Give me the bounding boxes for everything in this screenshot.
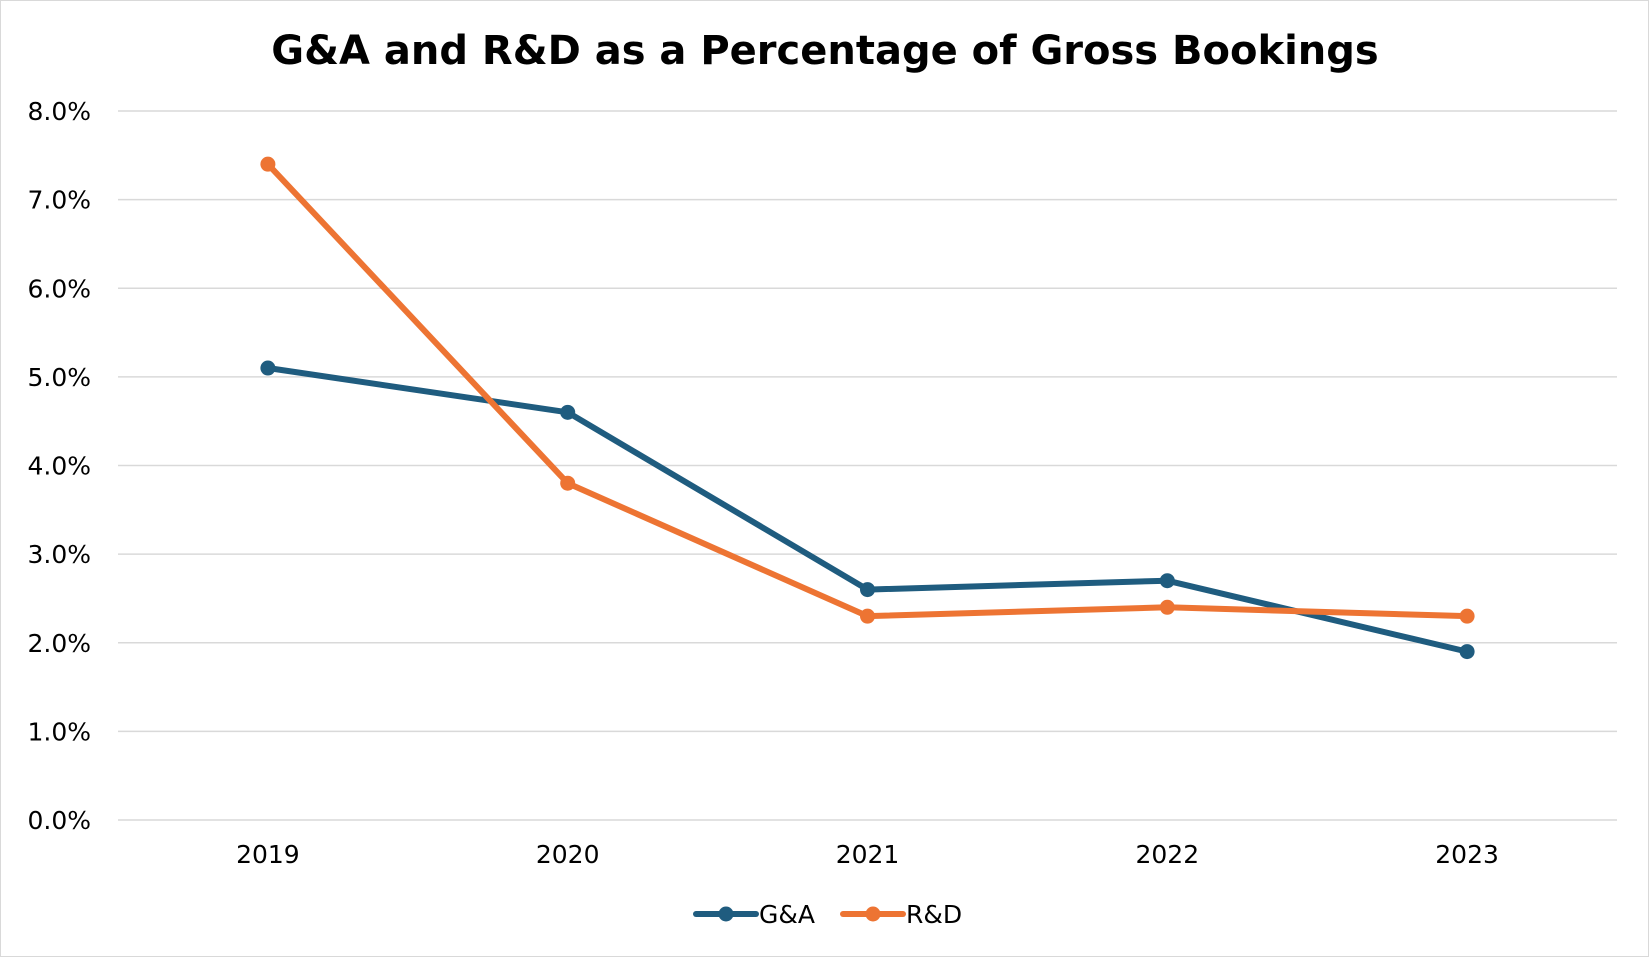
x-tick-label: 2022 — [1135, 840, 1199, 869]
data-point-r-d — [260, 156, 276, 172]
y-tick-label: 5.0% — [27, 363, 91, 392]
x-tick-label: 2020 — [536, 840, 600, 869]
series-r-d — [260, 156, 1475, 624]
data-point-g-a — [860, 582, 875, 598]
legend-item-g-a: G&A — [693, 900, 815, 929]
y-tick-label: 1.0% — [27, 717, 91, 746]
gridlines — [118, 110, 1617, 821]
legend: G&A R&D — [693, 900, 962, 929]
data-point-r-d — [1159, 599, 1175, 615]
chart-title: G&A and R&D as a Percentage of Gross Boo… — [271, 28, 1378, 74]
legend-label: R&D — [906, 900, 962, 929]
legend-item-r-d: R&D — [840, 900, 962, 929]
y-axis-ticks: 0.0% 1.0% 2.0% 3.0% 4.0% 5.0% 6.0% 7.0% 8.0% — [27, 97, 91, 835]
y-tick-label: 0.0% — [27, 806, 91, 835]
y-tick-label: 6.0% — [27, 274, 91, 303]
legend-label: G&A — [759, 900, 815, 929]
data-point-g-a — [260, 360, 276, 376]
legend-marker — [865, 906, 881, 922]
y-tick-label: 8.0% — [27, 97, 91, 126]
x-tick-label: 2019 — [236, 840, 300, 869]
series-line-r-d — [264, 161, 1471, 620]
series-g-a — [260, 360, 1475, 660]
data-point-r-d — [860, 608, 875, 624]
data-point-r-d — [560, 475, 576, 491]
y-tick-label: 3.0% — [27, 540, 91, 569]
x-tick-label: 2021 — [836, 840, 900, 869]
y-tick-label: 4.0% — [27, 452, 91, 481]
legend-marker — [718, 906, 734, 922]
series-lines — [260, 156, 1475, 660]
data-point-g-a — [560, 404, 576, 420]
x-axis-ticks: 2019 2020 2021 2022 2023 — [236, 840, 1499, 869]
data-point-r-d — [1459, 608, 1475, 624]
y-tick-label: 2.0% — [27, 629, 91, 658]
y-tick-label: 7.0% — [27, 186, 91, 215]
data-point-g-a — [1459, 644, 1475, 660]
x-tick-label: 2023 — [1435, 840, 1499, 869]
data-point-g-a — [1159, 573, 1175, 589]
